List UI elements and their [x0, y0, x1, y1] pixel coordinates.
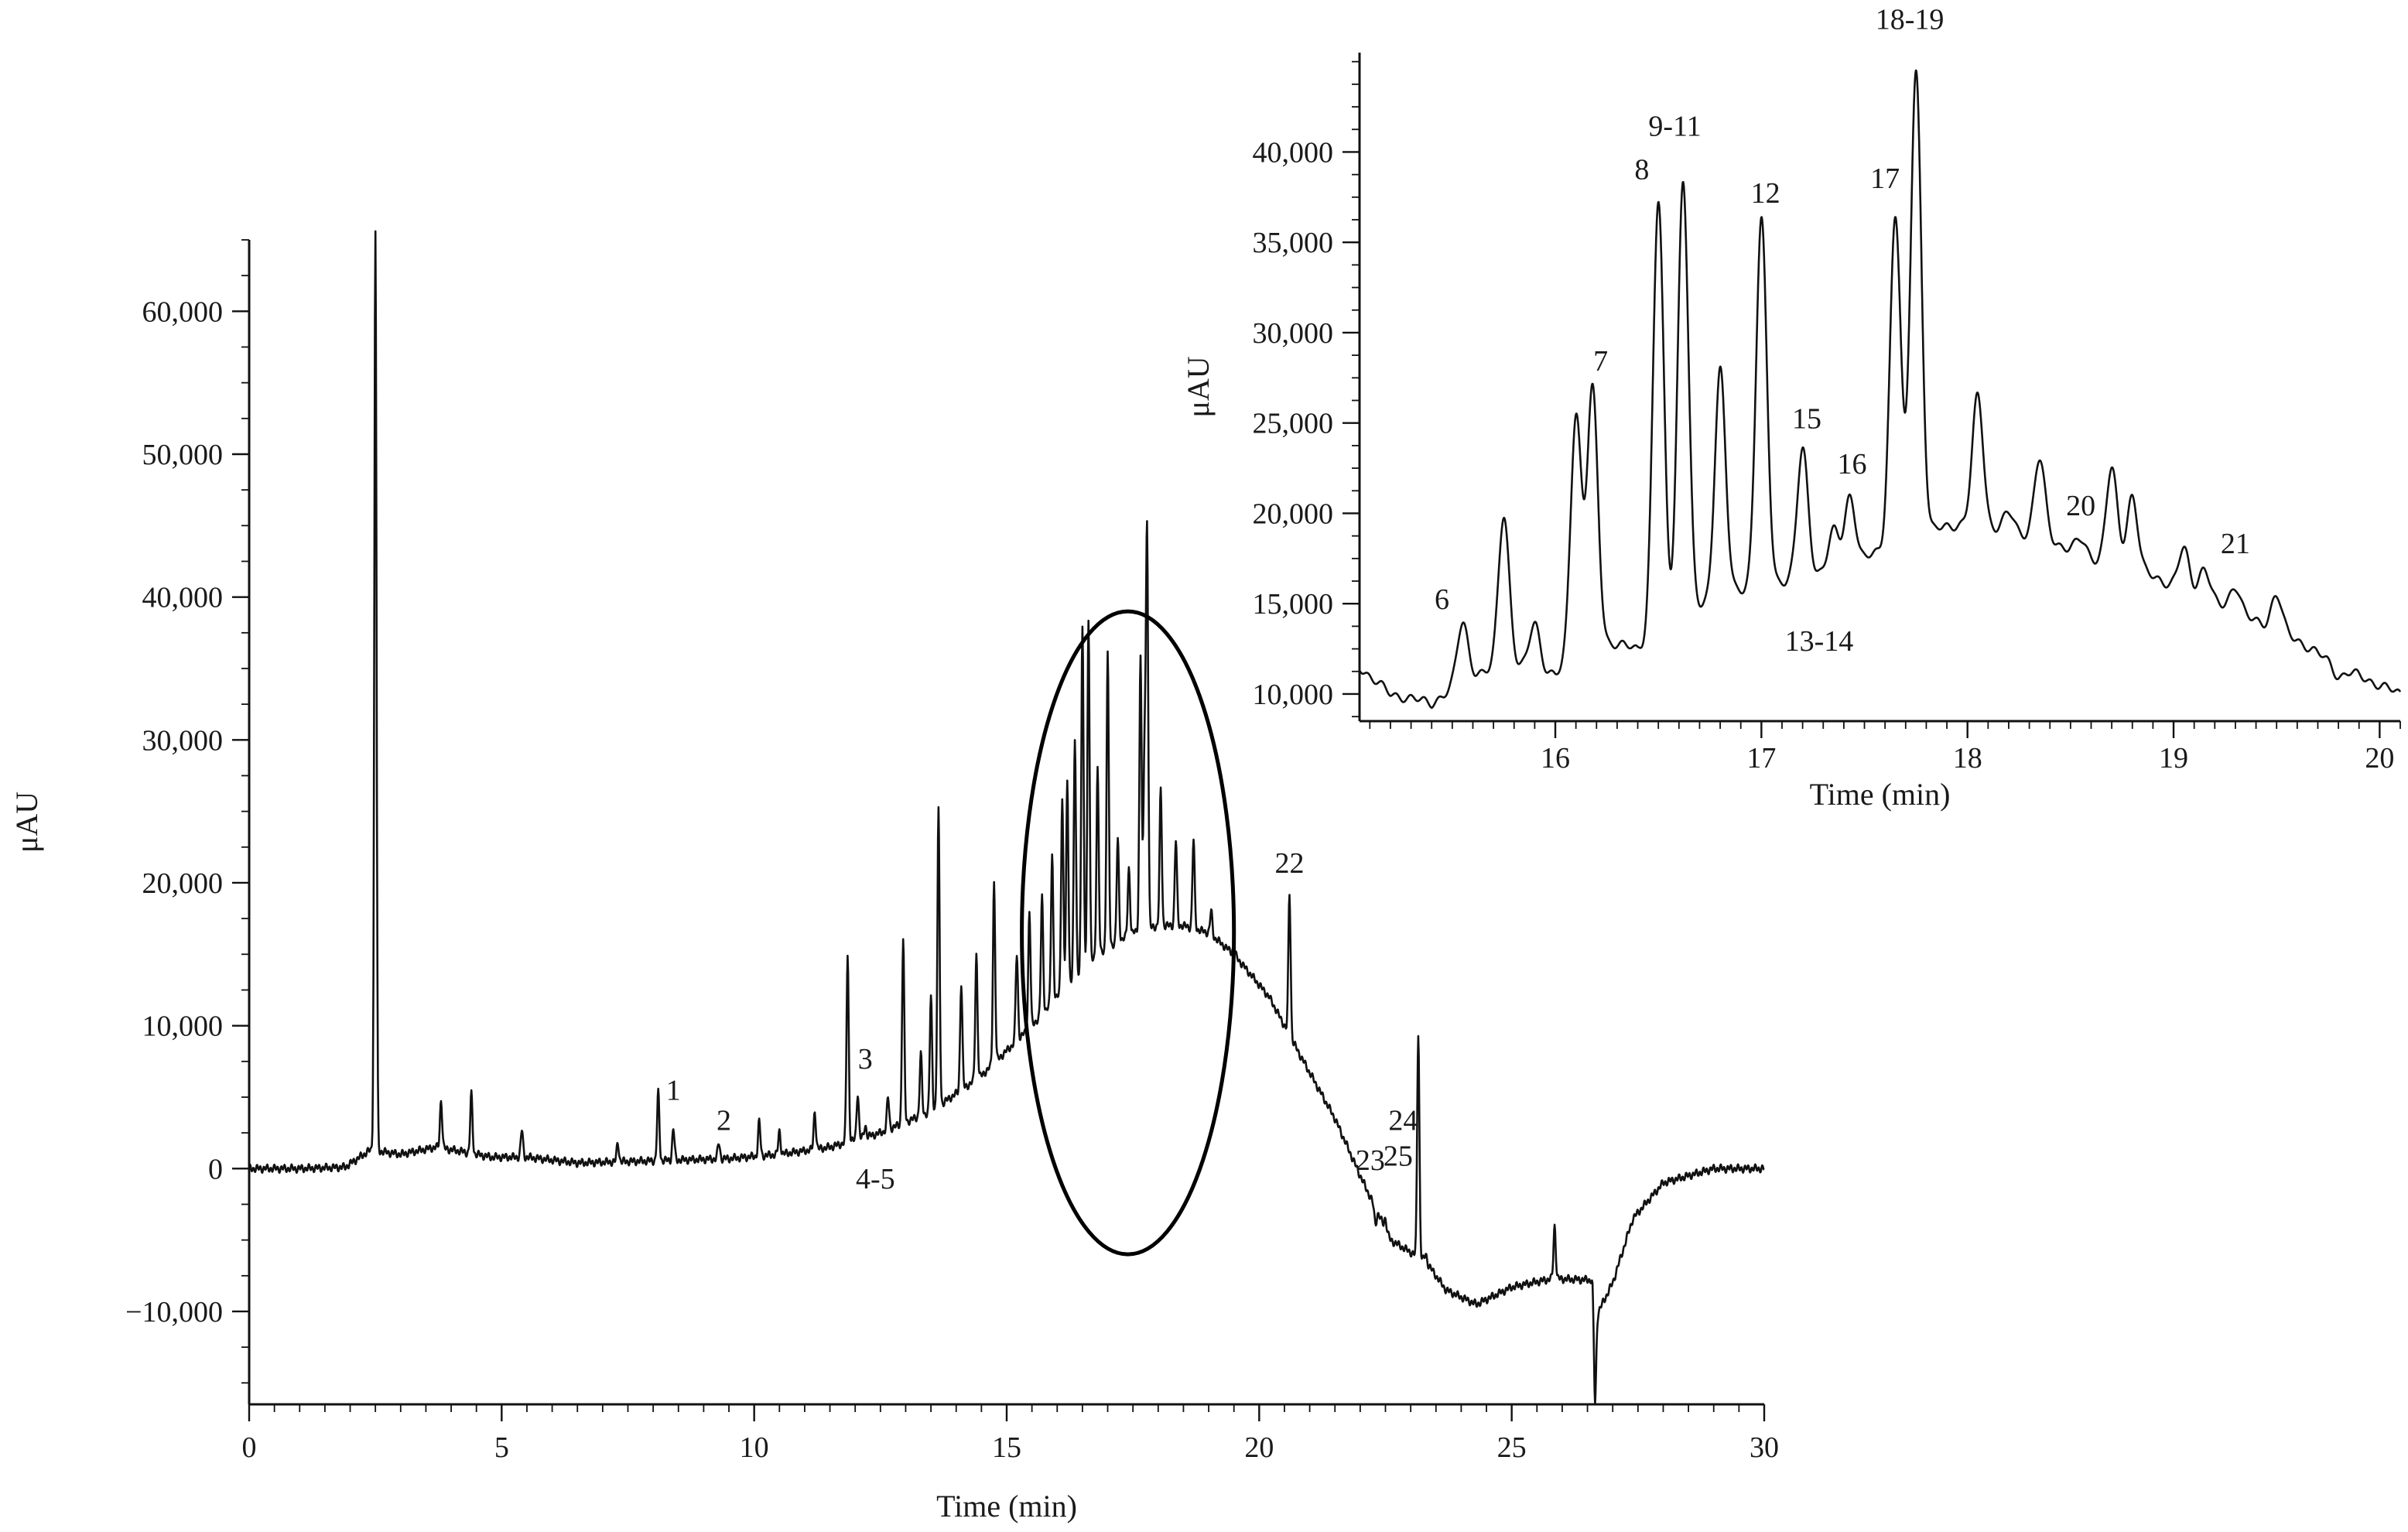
peak-label: 25	[1384, 1140, 1413, 1173]
x-tick-label: 16	[1541, 742, 1570, 775]
peak-label: 8	[1634, 153, 1649, 186]
y-tick-label: 20,000	[1253, 498, 1334, 530]
y-axis-title: μAU	[9, 792, 44, 853]
y-axis-title: μAU	[1181, 356, 1216, 417]
chromatogram-trace	[248, 230, 1765, 1406]
peak-label: 1	[666, 1075, 681, 1107]
y-tick-label: 30,000	[142, 724, 224, 757]
y-tick-label: 30,000	[1253, 317, 1334, 350]
peak-label: 6	[1435, 583, 1449, 616]
y-tick-label: 10,000	[1253, 679, 1334, 711]
peak-label: 18-19	[1876, 4, 1945, 36]
inset-chromatogram: 16 17 18 19 20 10,000 15,000 20,000 25,000 30,000…	[1181, 4, 2402, 812]
peak-label: 15	[1792, 403, 1821, 436]
y-tick-label: 60,000	[142, 296, 224, 328]
y-tick-label: 35,000	[1253, 227, 1334, 259]
y-tick-label: 0	[208, 1153, 223, 1185]
y-tick-label: 10,000	[142, 1011, 224, 1043]
x-tick-label: 30	[1750, 1431, 1779, 1464]
peak-label: 7	[1593, 345, 1608, 378]
y-tick-label: 50,000	[142, 439, 224, 471]
main-chromatogram: 0 5 10 15 20 25 30 −10,000 0 10,000 20,000 30,000 40…	[9, 230, 1779, 1523]
peak-label: 23	[1356, 1144, 1385, 1177]
x-tick-label: 20	[2365, 742, 2394, 775]
peak-label: 24	[1388, 1104, 1418, 1137]
highlight-ellipse	[1020, 609, 1236, 1257]
x-tick-label: 18	[1953, 742, 1982, 775]
y-tick-label: 40,000	[142, 582, 224, 614]
x-tick-label: 15	[992, 1431, 1021, 1464]
chromatogram-trace	[1358, 69, 2402, 710]
y-tick-label: 20,000	[142, 867, 224, 900]
peak-label: 4-5	[856, 1163, 895, 1195]
x-axis-title: Time (min)	[1810, 777, 1951, 812]
peak-label: 20	[2066, 490, 2095, 522]
peak-label: 12	[1751, 177, 1780, 210]
x-tick-label: 20	[1244, 1431, 1274, 1464]
peak-label: 13-14	[1785, 625, 1854, 658]
y-tick-label: −10,000	[125, 1296, 223, 1329]
x-tick-label: 25	[1497, 1431, 1527, 1464]
peak-label: 22	[1274, 847, 1304, 880]
x-tick-label: 0	[242, 1431, 257, 1464]
x-tick-label: 19	[2159, 742, 2188, 775]
x-tick-label: 10	[740, 1431, 769, 1464]
y-tick-label: 40,000	[1253, 136, 1334, 169]
y-tick-label: 25,000	[1253, 408, 1334, 440]
peak-label: 3	[858, 1043, 873, 1075]
peak-label: 21	[2221, 528, 2250, 560]
peak-label: 17	[1870, 162, 1900, 195]
peak-label: 16	[1838, 448, 1867, 480]
x-tick-label: 5	[494, 1431, 509, 1464]
peak-label: 9-11	[1648, 110, 1701, 142]
x-axis-title: Time (min)	[936, 1489, 1077, 1523]
y-tick-label: 15,000	[1253, 588, 1334, 621]
x-tick-label: 17	[1746, 742, 1776, 775]
peak-label: 2	[717, 1104, 731, 1137]
